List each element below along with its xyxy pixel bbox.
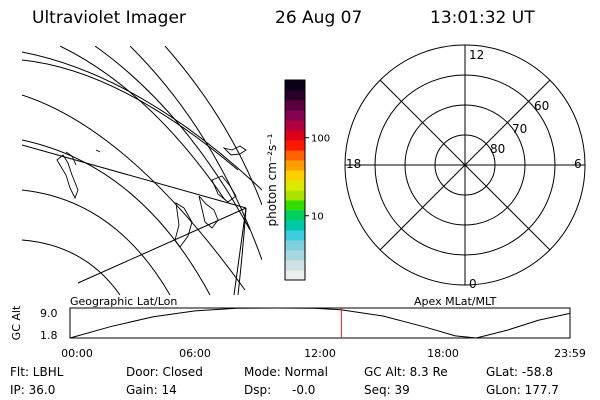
orbit-xtick-1: 06:00 bbox=[179, 347, 211, 360]
status-seq: Seq: 39 bbox=[364, 383, 410, 397]
colorbar-block bbox=[285, 250, 305, 261]
coastline bbox=[56, 154, 79, 200]
polar-label-18: 18 bbox=[346, 157, 361, 171]
longitude-line bbox=[22, 144, 247, 209]
colorbar-label: photon cm⁻²s⁻¹ bbox=[265, 133, 279, 226]
colorbar-block bbox=[285, 170, 305, 181]
orbit-xtick-2: 12:00 bbox=[304, 347, 336, 360]
latitude-arc bbox=[164, 46, 262, 206]
status-glat: GLat: -58.8 bbox=[486, 365, 553, 379]
colorbar-border bbox=[284, 79, 306, 281]
page-title: Ultraviolet Imager bbox=[32, 8, 186, 28]
polar-plot-label: Apex MLat/MLT bbox=[414, 295, 497, 308]
colorbar-block bbox=[285, 140, 305, 151]
colorbar-block bbox=[285, 110, 305, 121]
colorbar-block bbox=[285, 220, 305, 231]
orbit-xtick-3: 18:00 bbox=[427, 347, 459, 360]
polar-lat-label-60: 60 bbox=[534, 99, 549, 113]
colorbar-tick-label: 100 bbox=[311, 134, 330, 145]
polar-label-12: 12 bbox=[469, 48, 484, 62]
colorbar-block bbox=[285, 240, 305, 251]
latitude-arcs bbox=[22, 46, 262, 295]
header-date: 26 Aug 07 bbox=[275, 8, 363, 28]
colorbar-block bbox=[285, 200, 305, 211]
colorbar-block bbox=[285, 180, 305, 191]
longitude-line bbox=[237, 207, 247, 295]
colorbar-block bbox=[285, 210, 305, 221]
header-time: 13:01:32 UT bbox=[430, 8, 535, 28]
latitude-arc bbox=[22, 51, 262, 191]
colorbar-block bbox=[285, 100, 305, 111]
orbit-ytick-bottom: 1.8 bbox=[40, 329, 58, 342]
status-filter: Flt: LBHL bbox=[10, 365, 64, 379]
latitude-arc bbox=[22, 94, 246, 291]
latitude-arc bbox=[129, 46, 262, 261]
orbit-chart-frame bbox=[69, 307, 571, 339]
status-dsp-value: -0.0 bbox=[292, 383, 316, 397]
colorbar-block bbox=[285, 150, 305, 161]
latitude-arc bbox=[22, 139, 211, 295]
status-gc-alt: GC Alt: 8.3 Re bbox=[364, 365, 448, 379]
orbit-ylabel: GC Alt bbox=[10, 305, 23, 340]
coastline bbox=[65, 151, 77, 166]
orbit-ytick-top: 9.0 bbox=[40, 307, 58, 320]
orbit-xtick-4: 23:59 bbox=[554, 347, 586, 360]
coastline bbox=[95, 149, 101, 153]
geo-map-label: Geographic Lat/Lon bbox=[70, 295, 178, 308]
polar-label-0: 0 bbox=[469, 277, 477, 291]
latitude-arc bbox=[22, 189, 171, 295]
coastline bbox=[198, 195, 219, 229]
colorbar-tick-label: 10 bbox=[311, 212, 324, 223]
colorbar-block bbox=[285, 120, 305, 131]
status-ip: IP: 36.0 bbox=[10, 383, 56, 397]
polar-diagonal bbox=[379, 79, 551, 251]
latitude-arc bbox=[22, 239, 121, 295]
polar-lat-label-70: 70 bbox=[512, 122, 527, 136]
polar-label-6: 6 bbox=[574, 157, 582, 171]
colorbar-block bbox=[285, 230, 305, 241]
colorbar-block bbox=[285, 260, 305, 271]
status-mode: Mode: Normal bbox=[244, 365, 328, 379]
polar-lat-label-80: 80 bbox=[490, 142, 505, 156]
coastlines bbox=[56, 145, 247, 248]
status-dsp-label: Dsp: bbox=[244, 383, 272, 397]
orbit-xtick-0: 00:00 bbox=[61, 347, 93, 360]
coastline bbox=[174, 202, 193, 248]
status-gain: Gain: 14 bbox=[126, 383, 177, 397]
colorbar-block bbox=[285, 130, 305, 141]
status-door: Door: Closed bbox=[126, 365, 203, 379]
colorbar-block bbox=[285, 80, 305, 91]
colorbar-block bbox=[285, 90, 305, 101]
coastline bbox=[222, 145, 247, 156]
latitude-arc bbox=[94, 46, 251, 231]
colorbar-block bbox=[285, 160, 305, 171]
latitude-arc bbox=[59, 46, 226, 201]
colorbar-block bbox=[285, 190, 305, 201]
coastline bbox=[211, 175, 237, 203]
orbit-series-line bbox=[69, 307, 571, 339]
longitude-line bbox=[233, 207, 247, 295]
status-glon: GLon: 177.7 bbox=[486, 383, 559, 397]
colorbar-block bbox=[285, 270, 305, 281]
